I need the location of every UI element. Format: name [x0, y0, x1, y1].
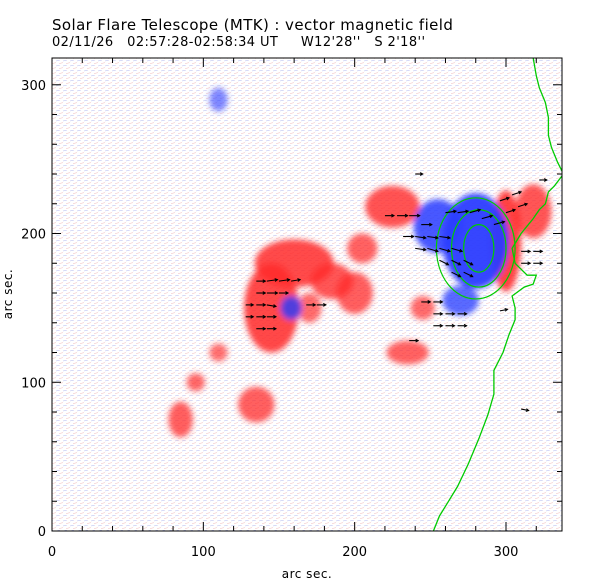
- field-contour-loop: [435, 197, 516, 300]
- transverse-field-arrow: [415, 247, 427, 252]
- transverse-field-arrow: [427, 235, 439, 240]
- transverse-field-arrow: [427, 247, 439, 253]
- transverse-field-arrow: [521, 408, 530, 412]
- y-tick-label: 0: [38, 525, 46, 540]
- transverse-field-arrow: [266, 278, 279, 282]
- transverse-field-arrow: [256, 314, 267, 319]
- transverse-field-arrow: [421, 300, 432, 304]
- transverse-field-arrow: [499, 196, 511, 202]
- y-axis-label: arc sec.: [1, 269, 15, 319]
- positive-polarity-region: [238, 386, 275, 423]
- positive-polarity-region: [186, 373, 205, 392]
- transverse-field-arrow: [463, 259, 474, 266]
- y-tick-label: 200: [21, 228, 46, 243]
- positive-polarity-region: [347, 233, 378, 264]
- positive-polarity-region: [410, 295, 435, 320]
- transverse-field-arrow: [306, 303, 317, 307]
- transverse-field-arrow: [457, 209, 470, 214]
- transverse-field-arrow: [245, 303, 255, 307]
- transverse-field-arrow: [279, 291, 290, 295]
- observation-info: 02/11/26 02:57:28-02:58:34 UT W12'28'' S…: [52, 35, 426, 50]
- field-contour-loop: [463, 223, 495, 273]
- positive-polarity-region: [168, 401, 193, 438]
- transverse-field-arrow: [415, 172, 424, 176]
- axes: 0 100 200 300 0 100 200 300: [21, 58, 562, 560]
- transverse-field-arrow: [451, 259, 462, 266]
- plot-frame: [51, 57, 563, 532]
- transverse-field-arrow: [439, 235, 452, 240]
- transverse-field-arrow: [469, 208, 482, 214]
- plot-area: [51, 57, 563, 532]
- positive-polarity-region: [386, 340, 429, 365]
- polarity-field: [168, 87, 552, 438]
- transverse-field-arrow: [511, 190, 523, 196]
- transverse-field-arrow: [409, 338, 420, 343]
- transverse-field-arrow: [439, 259, 450, 266]
- x-tick-label: 0: [48, 545, 56, 560]
- transverse-field-arrow: [266, 291, 279, 295]
- transverse-field-arrow: [316, 303, 327, 307]
- positive-polarity-region: [336, 272, 373, 314]
- y-tick-label: 300: [21, 79, 46, 94]
- negative-polarity-region: [442, 285, 479, 316]
- transverse-field-arrow: [463, 271, 474, 278]
- transverse-field-arrow: [291, 278, 302, 282]
- transverse-field-arrow: [517, 202, 529, 208]
- x-tick-label: 100: [191, 545, 216, 560]
- x-tick-label: 200: [342, 545, 367, 560]
- transverse-field-arrow: [433, 323, 444, 328]
- y-tick-label: 100: [21, 376, 46, 391]
- negative-polarity-region: [209, 87, 228, 112]
- transverse-field-arrow: [451, 247, 464, 253]
- negative-polarity-region: [280, 295, 302, 320]
- transverse-field-arrow: [533, 249, 544, 254]
- transverse-field-arrow: [505, 208, 517, 214]
- negative-polarity-region: [413, 199, 463, 253]
- transverse-field-arrow: [266, 326, 278, 331]
- transverse-field-arrow: [493, 220, 506, 226]
- transverse-field-arrow: [403, 234, 415, 239]
- transverse-field-arrow: [433, 311, 444, 316]
- transverse-field-arrow: [415, 235, 427, 240]
- transverse-field-arrow: [457, 311, 468, 316]
- transverse-field-arrow: [439, 247, 452, 253]
- transverse-field-arrow: [256, 326, 267, 331]
- transverse-field-arrow: [278, 278, 291, 282]
- transverse-field-arrow: [481, 214, 494, 220]
- transverse-field-arrow: [533, 261, 544, 266]
- limb-contour: [432, 58, 562, 531]
- transverse-field-arrow: [256, 303, 267, 307]
- transverse-field-arrow: [433, 300, 444, 304]
- transverse-field-arrow: [409, 213, 421, 218]
- transverse-field-arrow: [397, 213, 409, 218]
- chart-title: Solar Flare Telescope (MTK) : vector mag…: [52, 16, 454, 34]
- transverse-field-arrow: [421, 222, 433, 227]
- positive-polarity-region: [515, 184, 552, 238]
- transverse-field-arrow: [266, 314, 278, 319]
- transverse-field-arrow: [266, 304, 278, 308]
- transverse-field-arrow: [256, 279, 267, 283]
- transverse-field-arrow: [521, 249, 532, 254]
- transverse-field-arrow: [445, 323, 456, 328]
- positive-polarity-region: [297, 293, 322, 323]
- transverse-field-arrow: [445, 311, 456, 316]
- transverse-field-arrow: [539, 178, 548, 182]
- transverse-field-arrow: [445, 209, 458, 214]
- positive-polarity-region: [365, 185, 420, 228]
- transverse-field-arrow: [451, 271, 462, 278]
- transverse-field-arrow: [384, 213, 396, 218]
- transverse-field-arrows: [245, 172, 548, 412]
- x-axis-label: arc sec.: [282, 567, 332, 581]
- positive-polarity-region: [209, 343, 228, 362]
- transverse-field-arrow: [521, 261, 532, 266]
- transverse-field-arrow: [499, 307, 509, 312]
- transverse-field-arrow: [256, 291, 267, 295]
- transverse-field-arrow: [457, 323, 468, 328]
- x-tick-label: 300: [494, 545, 519, 560]
- transverse-field-arrow: [245, 314, 255, 319]
